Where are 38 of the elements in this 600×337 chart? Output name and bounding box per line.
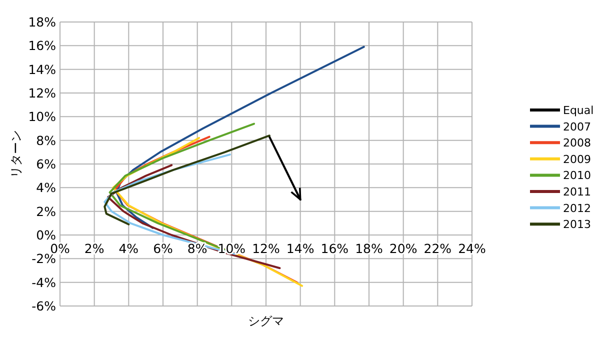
x-tick-label: 16% xyxy=(320,241,349,256)
y-tick-label: 14% xyxy=(28,62,56,77)
y-tick-label: -6% xyxy=(32,298,56,314)
line-series xyxy=(108,122,255,252)
y-tick-label: 2% xyxy=(36,204,56,219)
legend-label: 2011 xyxy=(563,186,591,198)
y-tick-label: 8% xyxy=(36,132,56,148)
y-tick-label: 16% xyxy=(28,38,56,54)
x-tick-label: 20% xyxy=(389,241,418,256)
legend-label: 2012 xyxy=(563,202,591,215)
legend-label: 2007 xyxy=(563,120,591,134)
x-tick-label: 24% xyxy=(458,241,486,256)
y-axis-title: リターン xyxy=(9,130,23,178)
x-tick-label: 12% xyxy=(252,241,280,256)
line-series xyxy=(104,134,270,226)
x-tick-label: 8% xyxy=(187,241,208,256)
y-tick-label: 4% xyxy=(36,180,56,196)
y-tick-label: 18% xyxy=(28,14,56,30)
legend-label: 2013 xyxy=(563,218,591,232)
y-tick-label: 0% xyxy=(36,228,56,242)
y-tick-label: -4% xyxy=(32,274,56,290)
x-tick-label: 2% xyxy=(84,241,104,256)
y-tick-label: 12% xyxy=(28,86,56,100)
legend-label: 2008 xyxy=(563,136,591,150)
legend-label: 2010 xyxy=(563,169,591,182)
x-tick-label: 6% xyxy=(153,241,174,256)
x-tick-label: 0% xyxy=(50,241,70,256)
legend-label: 2009 xyxy=(563,152,591,166)
line-series xyxy=(116,46,365,229)
x-tick-label: 22% xyxy=(424,241,452,256)
x-tick-label: 4% xyxy=(118,241,139,256)
line-series xyxy=(107,164,281,270)
x-tick-label: 14% xyxy=(286,241,314,256)
x-tick-label: 18% xyxy=(355,241,384,256)
y-tick-label: 6% xyxy=(36,156,56,172)
x-axis-title: シグマ xyxy=(248,314,284,328)
y-tick-label: 10% xyxy=(28,109,56,124)
legend-label: Equal xyxy=(563,104,594,117)
